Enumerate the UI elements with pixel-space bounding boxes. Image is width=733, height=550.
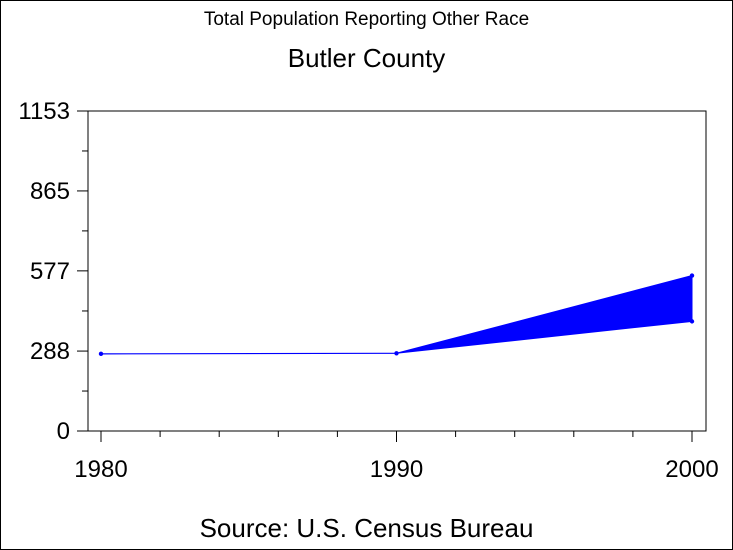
chart-source: Source: U.S. Census Bureau [199, 513, 534, 543]
data-point [689, 319, 695, 324]
x-tick-label: 2000 [665, 456, 718, 483]
y-axis: 0 288 577 865 1153 [18, 98, 88, 445]
x-axis: 1980 1990 2000 [74, 431, 719, 483]
x-tick-label: 1980 [74, 456, 127, 483]
y-tick-label: 288 [30, 338, 70, 365]
series-line [100, 352, 397, 355]
data-marks [98, 273, 695, 357]
y-tick-label: 865 [30, 178, 70, 205]
data-point [394, 351, 399, 356]
data-point [98, 351, 104, 357]
y-tick-label: 577 [30, 258, 70, 285]
chart-subtitle: Butler County [287, 43, 446, 73]
y-tick-label: 1153 [18, 98, 70, 125]
data-point [689, 273, 695, 278]
y-tick-label: 0 [57, 418, 70, 445]
plot-border [87, 110, 707, 432]
series-band [396, 274, 693, 354]
x-tick-label: 1990 [370, 456, 423, 483]
chart-title: Total Population Reporting Other Race [203, 9, 530, 30]
